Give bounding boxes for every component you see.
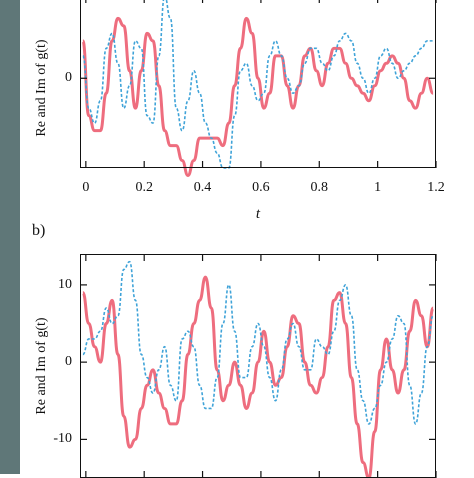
x-tick-label-5: 1 xyxy=(374,180,382,195)
plot-area-top xyxy=(80,0,437,177)
x-tick-label-1: 0.2 xyxy=(135,180,153,195)
x-tick-label-2: 0.4 xyxy=(193,180,212,195)
series-line-1 xyxy=(82,260,434,425)
plot-frame-top xyxy=(80,0,436,168)
x-tick-label-3: 0.6 xyxy=(252,180,270,195)
y-axis-label-bottom: Re and Im of g(t) xyxy=(34,317,49,415)
series-line-1 xyxy=(82,0,434,169)
y-tick-label-2: -10 xyxy=(53,431,72,447)
x-tick-label-4: 0.8 xyxy=(310,180,329,195)
panel-b-label: b) xyxy=(32,222,46,239)
x-tick-label-6: 1.2 xyxy=(427,180,445,195)
x-tick-label-0: 0 xyxy=(82,180,90,195)
series-line-0 xyxy=(81,275,435,478)
series-line-0 xyxy=(81,16,434,177)
y-tick-label-0: 10 xyxy=(58,276,72,292)
y-axis-label-top: Re and Im of g(t) xyxy=(34,39,49,137)
y-tick-label-1: 0 xyxy=(65,354,72,370)
plot-frame-bottom xyxy=(80,254,436,478)
y-tick-label-0: 0 xyxy=(65,70,72,86)
left-edge-strip xyxy=(0,0,20,474)
x-axis-label: t xyxy=(255,206,261,222)
